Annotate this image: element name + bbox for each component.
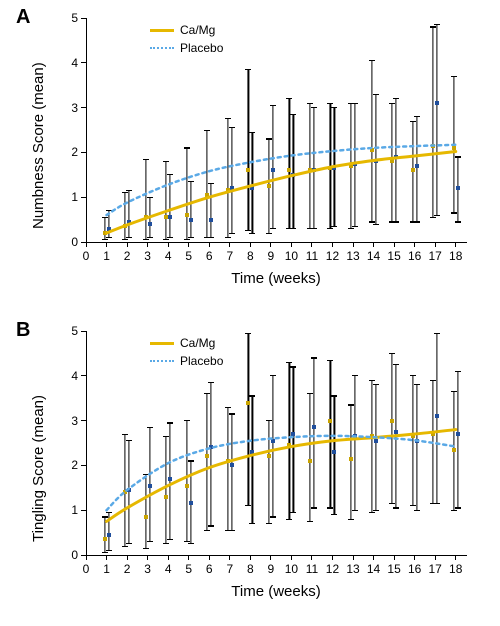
legend-swatch [150, 360, 174, 362]
legend-swatch [150, 342, 174, 345]
legend-label: Placebo [180, 354, 223, 368]
legend-label: Ca/Mg [180, 336, 215, 350]
curve-placebo [107, 436, 456, 510]
legend-item: Placebo [150, 353, 223, 369]
legend: Ca/Mg Placebo [150, 335, 223, 371]
figure-root: ANumbness Score (mean)Time (weeks)012345… [0, 0, 500, 626]
curves [0, 0, 500, 626]
curve-camg [107, 430, 456, 522]
legend-item: Ca/Mg [150, 335, 223, 351]
